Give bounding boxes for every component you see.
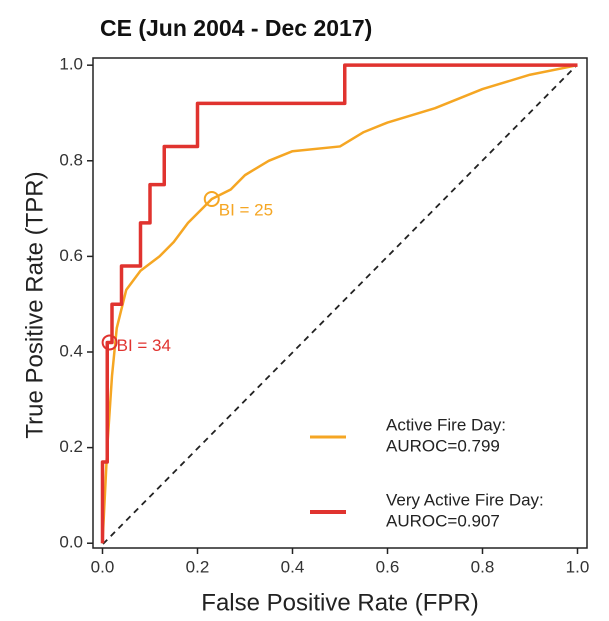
bi-label: BI = 34: [117, 336, 171, 355]
x-tick-label: 0.6: [376, 557, 400, 576]
bi-marker: [101, 334, 118, 351]
legend-sublabel: AUROC=0.907: [386, 511, 500, 530]
legend-label: Very Active Fire Day:: [386, 490, 544, 509]
x-tick-label: 0.2: [186, 557, 210, 576]
reference-diagonal: [102, 64, 578, 545]
x-tick-label: 1.0: [566, 557, 590, 576]
y-axis-label: True Positive Rate (TPR): [21, 171, 48, 438]
y-tick-label: 1.0: [59, 55, 83, 74]
y-tick-label: 0.4: [59, 341, 83, 360]
y-tick-label: 0.8: [59, 150, 83, 169]
y-tick-label: 0.0: [59, 533, 83, 552]
legend-label: Active Fire Day:: [386, 415, 506, 434]
x-tick-label: 0.8: [471, 557, 495, 576]
plot-frame: [92, 57, 588, 549]
x-tick-label: 0.4: [281, 557, 305, 576]
y-tick-label: 0.2: [59, 437, 83, 456]
legend-sublabel: AUROC=0.799: [386, 436, 500, 455]
x-axis-label: False Positive Rate (FPR): [201, 589, 478, 616]
roc-line: [100, 63, 578, 544]
bi-marker: [203, 191, 220, 208]
bi-label: BI = 25: [219, 201, 273, 220]
chart-title: CE (Jun 2004 - Dec 2017): [100, 15, 372, 41]
roc-line: [101, 63, 578, 544]
y-tick-label: 0.6: [59, 246, 83, 265]
x-tick-label: 0.0: [91, 557, 115, 576]
